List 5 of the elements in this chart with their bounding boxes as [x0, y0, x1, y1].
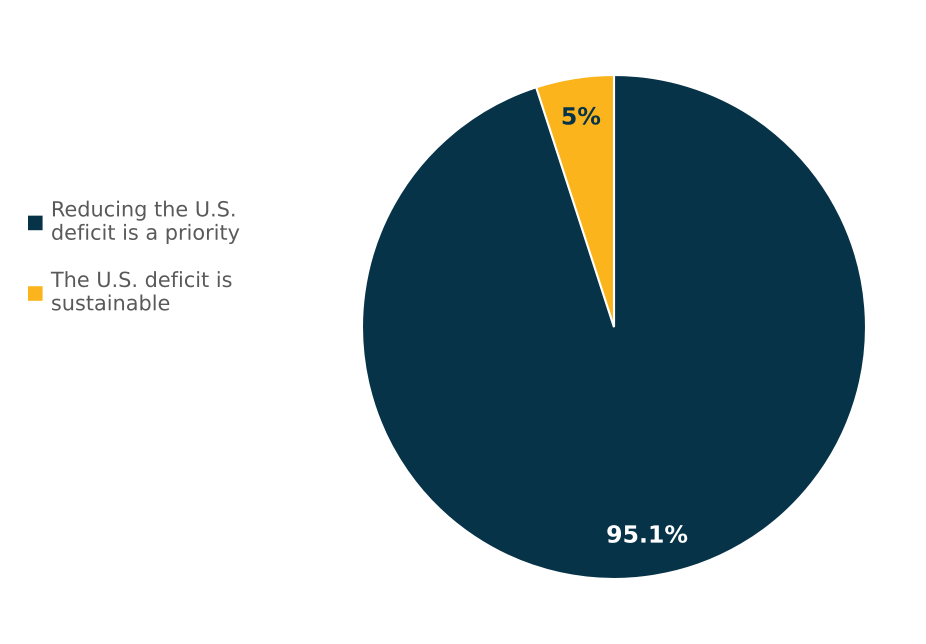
data-label: 5% — [562, 106, 600, 125]
data-label: 95.1% — [607, 525, 688, 543]
legend-label: The U.S. deficit is sustainable — [50, 271, 232, 311]
pie-slice — [360, 74, 868, 580]
legend-label: Reducing the U.S. deficit is a priority — [52, 200, 240, 244]
